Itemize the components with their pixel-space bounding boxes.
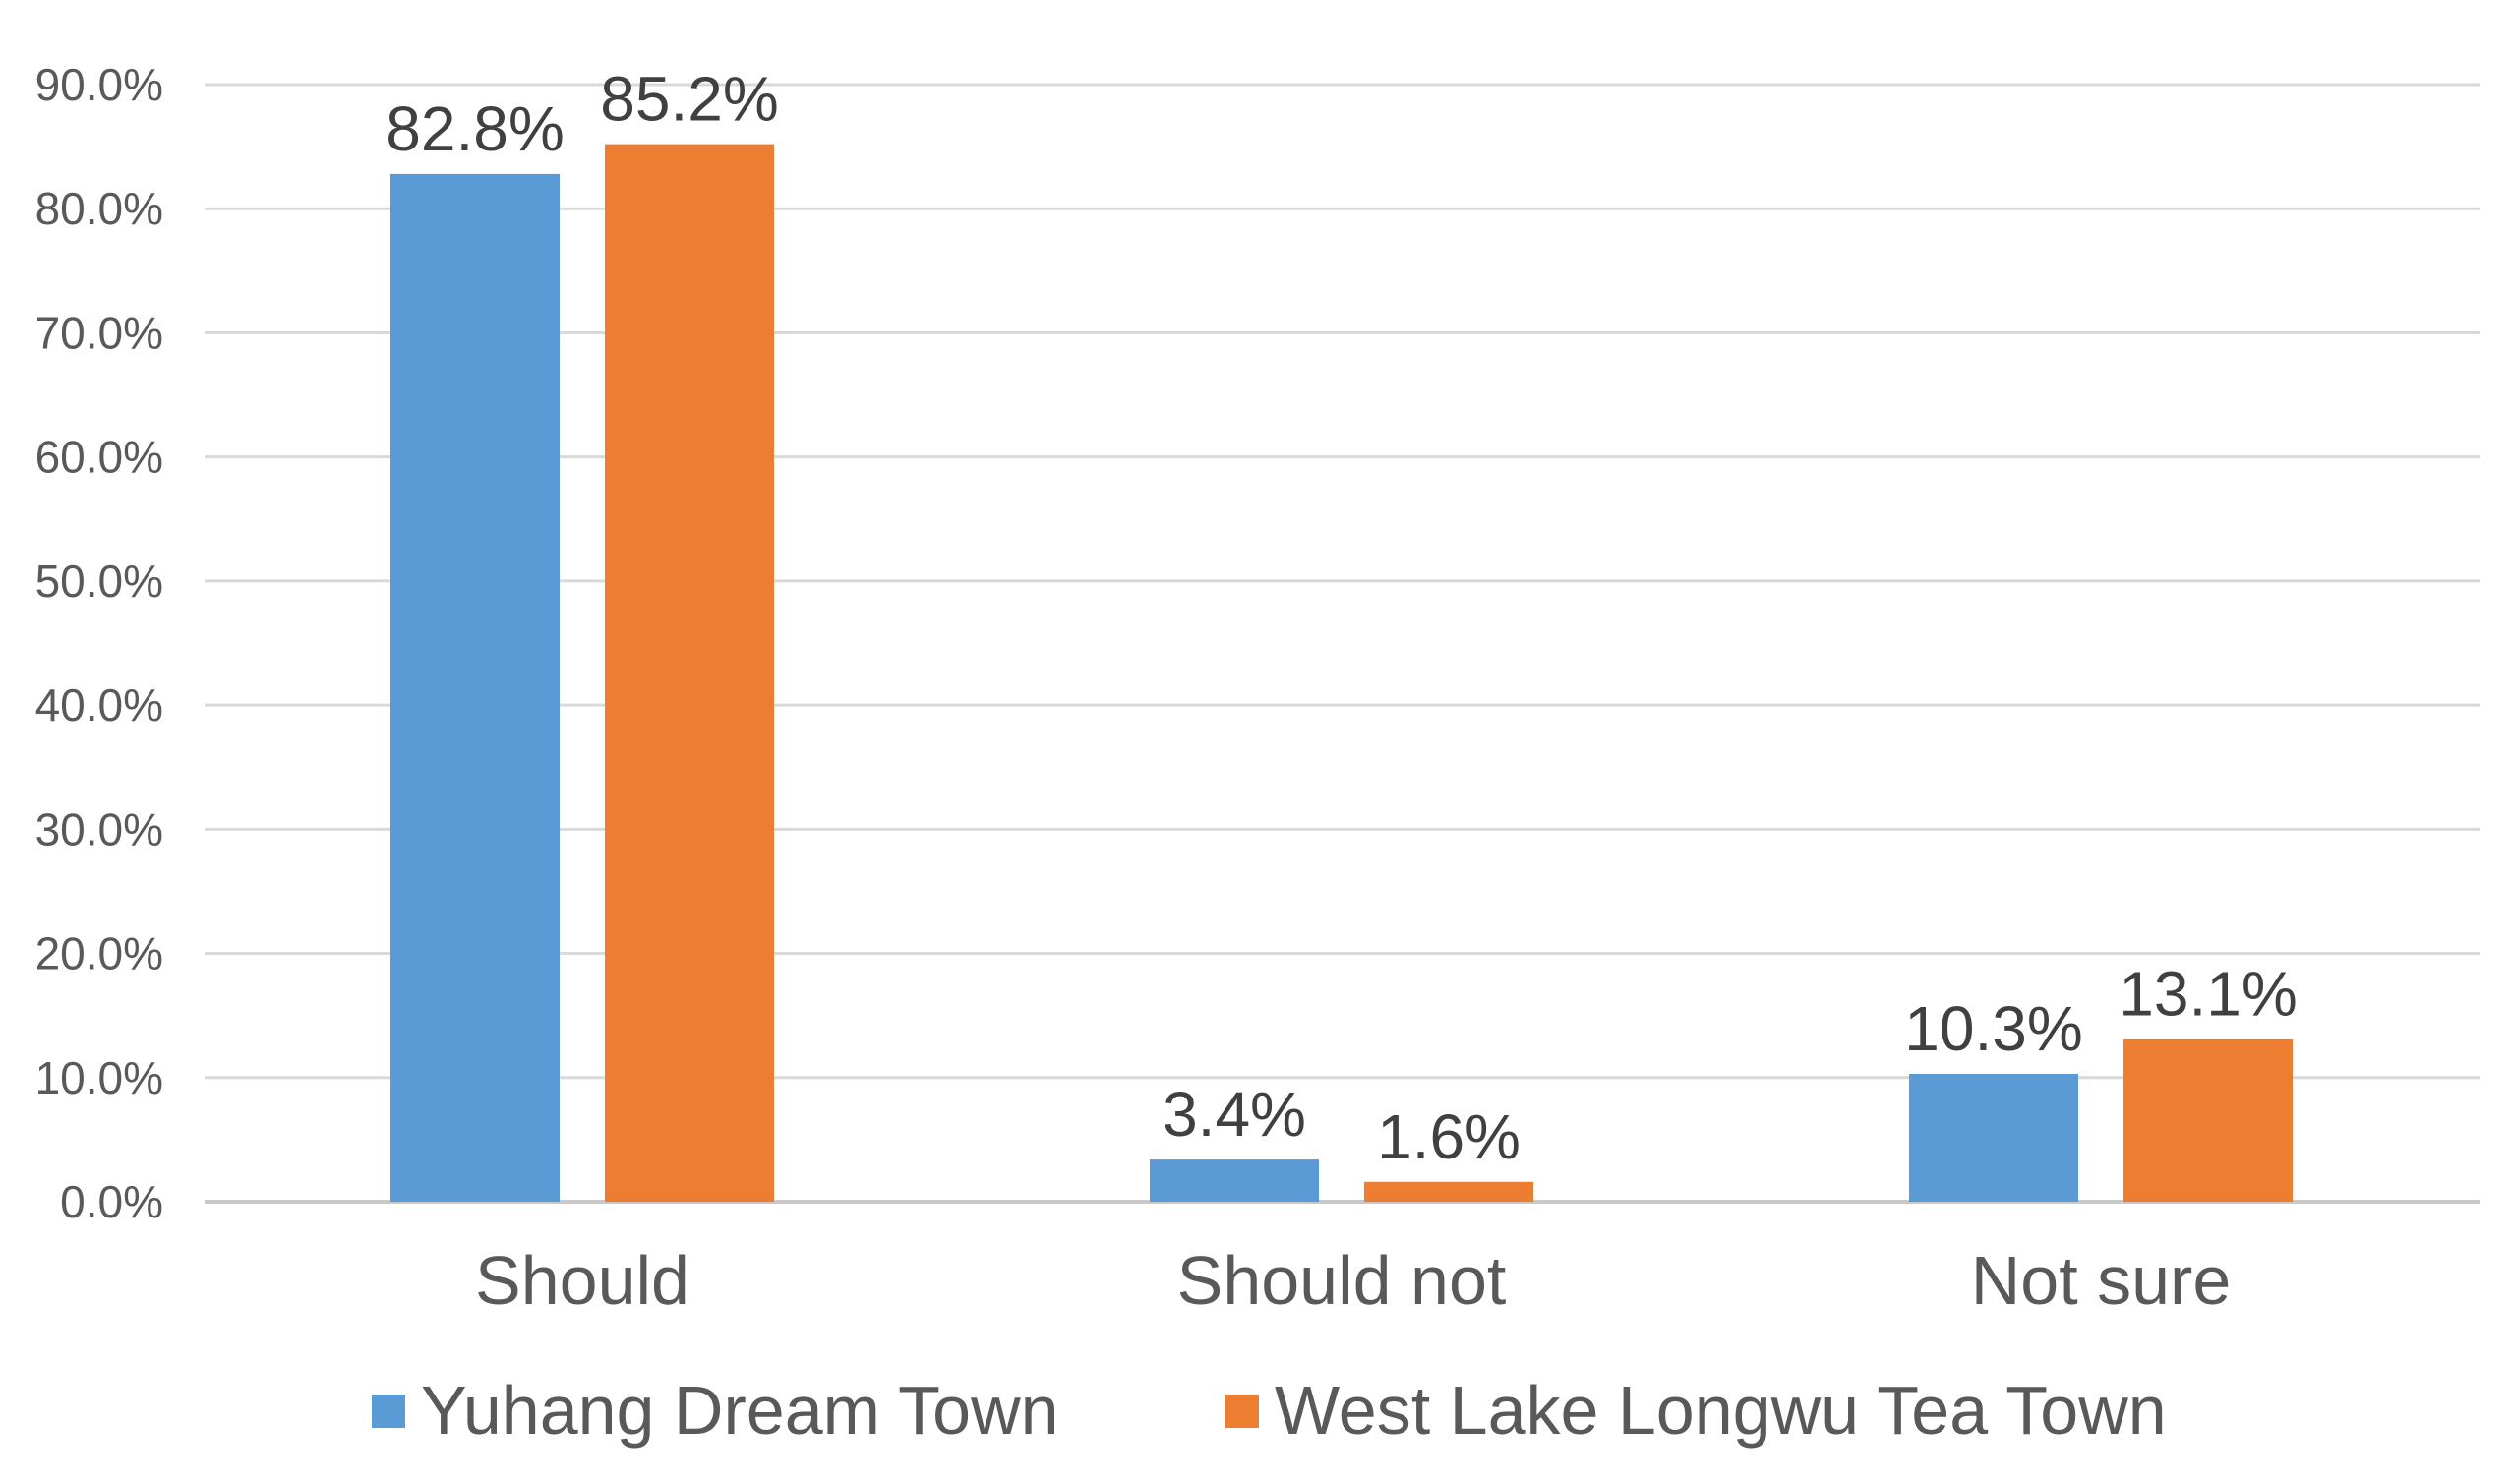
data-label: 13.1% [2119, 959, 2297, 1030]
bar [1909, 1073, 2078, 1202]
bar [605, 144, 774, 1202]
data-labels: 82.8% 85.2% 3.4% 1.6% 10.3% 13.1% [386, 64, 2297, 1172]
data-label: 1.6% [1377, 1101, 1521, 1172]
y-axis-tick-labels: 0.0% 10.0% 20.0% 30.0% 40.0% 50.0% 60.0% 70.0% 8… [35, 59, 163, 1227]
y-tick-label: 10.0% [35, 1052, 163, 1103]
x-category-label: Should not [1177, 1242, 1507, 1319]
bar [390, 173, 560, 1202]
bar [1364, 1181, 1533, 1202]
x-category-label: Should [475, 1242, 689, 1319]
y-tick-label: 0.0% [60, 1176, 163, 1227]
bar [2123, 1039, 2293, 1202]
y-tick-label: 80.0% [35, 183, 163, 234]
y-tick-label: 30.0% [35, 803, 163, 855]
y-tick-label: 90.0% [35, 59, 163, 110]
y-tick-label: 60.0% [35, 432, 163, 483]
data-label: 3.4% [1163, 1079, 1306, 1150]
x-axis-category-labels: Should Should not Not sure [475, 1242, 2231, 1319]
bar [1150, 1159, 1319, 1202]
legend-swatch [1225, 1395, 1259, 1428]
bars [390, 144, 2293, 1202]
legend-label: Yuhang Dream Town [421, 1372, 1059, 1449]
y-tick-label: 40.0% [35, 680, 163, 731]
legend-label: West Lake Longwu Tea Town [1275, 1372, 2167, 1449]
data-label: 10.3% [1904, 993, 2082, 1064]
y-tick-label: 50.0% [35, 556, 163, 607]
data-label: 85.2% [600, 64, 778, 135]
legend-swatch [372, 1395, 405, 1428]
x-category-label: Not sure [1971, 1242, 2232, 1319]
data-label: 82.8% [386, 93, 564, 164]
y-tick-label: 20.0% [35, 928, 163, 979]
gridlines [205, 83, 2480, 1204]
legend: Yuhang Dream Town West Lake Longwu Tea To… [372, 1372, 2167, 1449]
y-tick-label: 70.0% [35, 307, 163, 358]
